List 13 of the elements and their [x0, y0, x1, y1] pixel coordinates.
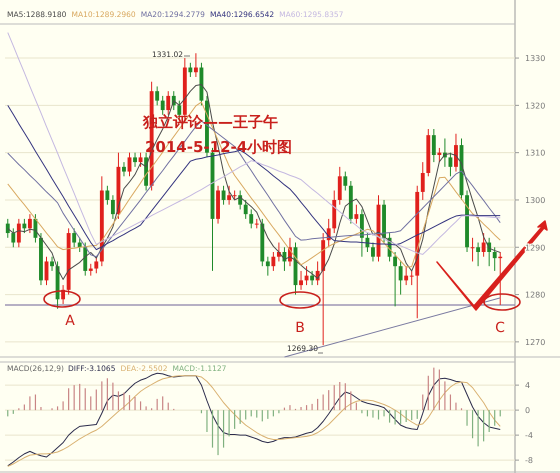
annotation: B — [295, 320, 305, 336]
ytick: 1300 — [525, 196, 546, 205]
ytick: 1270 — [525, 338, 546, 347]
ytick: 4 — [525, 381, 530, 390]
ytick: 0 — [525, 406, 530, 416]
annotation: C — [495, 320, 505, 336]
annotation: A — [65, 313, 75, 329]
ytick: -8 — [525, 456, 533, 466]
ytick: -4 — [525, 431, 533, 440]
ytick: 1320 — [525, 101, 546, 110]
ytick: 1330 — [525, 54, 546, 64]
ytick: 1280 — [525, 290, 546, 300]
ytick: 1310 — [525, 148, 546, 158]
